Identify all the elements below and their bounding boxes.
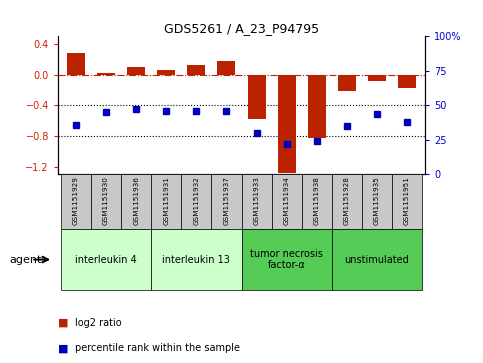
Bar xyxy=(247,75,266,119)
Text: interleukin 13: interleukin 13 xyxy=(162,254,230,265)
Text: GSM1151932: GSM1151932 xyxy=(193,176,199,225)
Bar xyxy=(368,75,386,81)
Text: unstimulated: unstimulated xyxy=(344,254,409,265)
Bar xyxy=(157,70,175,75)
Text: GSM1151951: GSM1151951 xyxy=(404,176,410,225)
Bar xyxy=(278,75,296,173)
Text: GSM1151931: GSM1151931 xyxy=(163,176,169,225)
Text: GSM1151933: GSM1151933 xyxy=(254,176,259,225)
Bar xyxy=(97,73,115,75)
Text: ■: ■ xyxy=(58,343,69,354)
Bar xyxy=(217,61,236,75)
Bar xyxy=(338,75,356,91)
Text: interleukin 4: interleukin 4 xyxy=(75,254,137,265)
Text: GSM1151934: GSM1151934 xyxy=(284,176,290,225)
Bar xyxy=(308,75,326,138)
Text: GSM1151937: GSM1151937 xyxy=(224,176,229,225)
Bar xyxy=(187,65,205,75)
Text: GSM1151929: GSM1151929 xyxy=(73,176,79,225)
Bar xyxy=(127,67,145,75)
Text: GSM1151935: GSM1151935 xyxy=(374,176,380,225)
Text: agent: agent xyxy=(10,254,42,265)
Text: GSM1151938: GSM1151938 xyxy=(314,176,320,225)
Text: tumor necrosis
factor-α: tumor necrosis factor-α xyxy=(250,249,323,270)
Text: GSM1151928: GSM1151928 xyxy=(344,176,350,225)
Text: log2 ratio: log2 ratio xyxy=(75,318,122,328)
Text: percentile rank within the sample: percentile rank within the sample xyxy=(75,343,240,354)
Text: GSM1151936: GSM1151936 xyxy=(133,176,139,225)
Text: GSM1151930: GSM1151930 xyxy=(103,176,109,225)
Bar xyxy=(398,75,416,87)
Bar xyxy=(67,53,85,75)
Text: ■: ■ xyxy=(58,318,69,328)
Title: GDS5261 / A_23_P94795: GDS5261 / A_23_P94795 xyxy=(164,22,319,35)
